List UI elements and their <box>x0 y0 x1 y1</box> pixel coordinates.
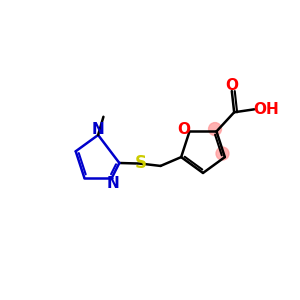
Text: O: O <box>225 78 238 93</box>
Text: O: O <box>178 122 191 137</box>
Text: N: N <box>92 122 104 137</box>
Text: N: N <box>106 176 119 191</box>
Text: S: S <box>134 154 146 172</box>
Circle shape <box>208 123 221 136</box>
Circle shape <box>216 147 229 160</box>
Text: OH: OH <box>254 102 279 117</box>
